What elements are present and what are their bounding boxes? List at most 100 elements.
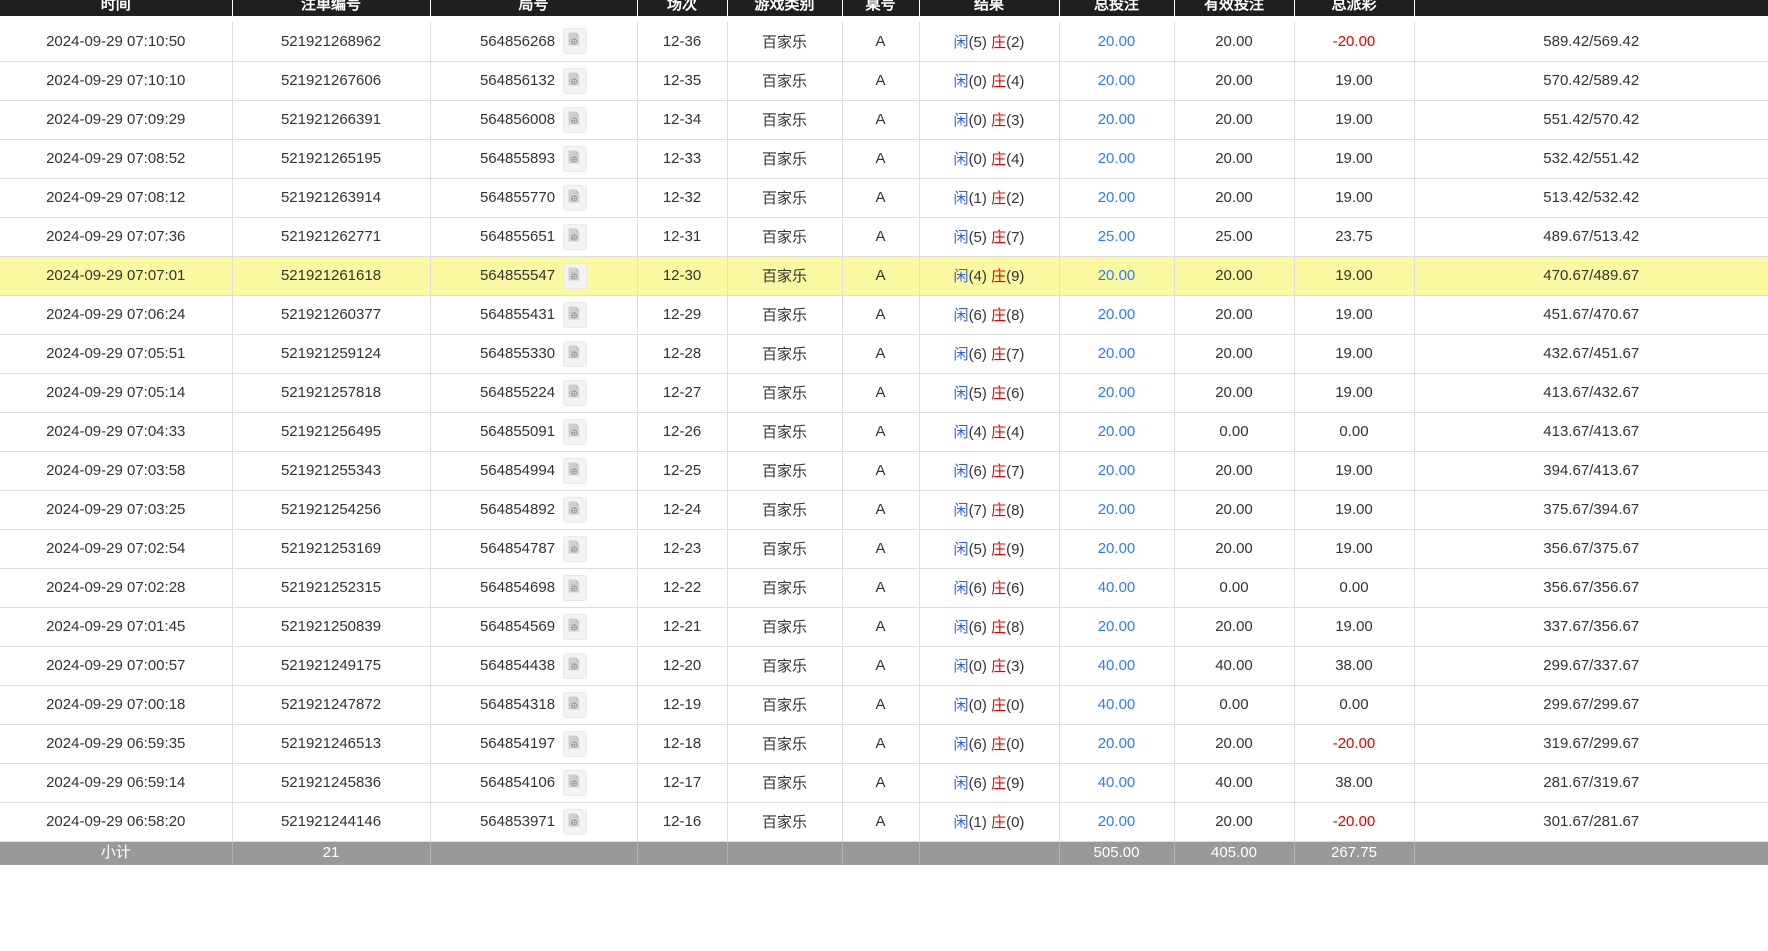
cell-total-bet: 20.00 [1059,256,1175,296]
table-row[interactable]: 2024-09-29 07:08:12 521921263914 564855770… [0,178,1768,218]
game-replay-icon[interactable] [563,574,588,601]
column-header-result[interactable]: 结果 [919,0,1060,16]
cell-valid-bet: 20.00 [1174,334,1295,374]
cell-valid-bet: 20.00 [1174,256,1295,296]
game-replay-icon[interactable] [563,652,588,679]
table-row[interactable]: 2024-09-29 07:07:01 521921261618 564855547… [0,256,1768,296]
cell-table-no: A [842,256,920,296]
cell-valid-bet: 20.00 [1174,451,1295,491]
table-row[interactable]: 2024-09-29 07:03:58 521921255343 564854994… [0,451,1768,491]
cell-order-no: 521921262771 [232,217,431,257]
table-row[interactable]: 2024-09-29 07:03:25 521921254256 564854892… [0,490,1768,530]
cell-time: 2024-09-29 07:08:12 [0,178,233,218]
column-header-time[interactable]: 时间 [0,0,233,16]
cell-session: 12-26 [637,412,728,452]
column-header-order[interactable]: 注单编号 [232,0,431,16]
table-row[interactable]: 2024-09-29 07:00:18 521921247872 564854318… [0,685,1768,725]
subtotal-count: 21 [232,841,431,865]
column-header-total-bet[interactable]: 总投注 [1059,0,1175,16]
result-banker: 庄(3) [991,112,1025,129]
column-header-total-payout[interactable]: 总派彩 [1294,0,1415,16]
cell-total-bet: 40.00 [1059,568,1175,608]
cell-valid-bet: 20.00 [1174,22,1295,62]
game-replay-icon[interactable] [563,223,588,250]
cell-time: 2024-09-29 07:07:36 [0,217,233,257]
game-replay-icon[interactable] [563,184,588,211]
table-row[interactable]: 2024-09-29 06:58:20 521921244146 564853971… [0,802,1768,842]
table-row[interactable]: 2024-09-29 07:08:52 521921265195 564855893… [0,139,1768,179]
game-replay-icon[interactable] [563,808,588,835]
table-row[interactable]: 2024-09-29 07:02:28 521921252315 564854698… [0,568,1768,608]
game-replay-icon[interactable] [563,262,588,289]
table-row[interactable]: 2024-09-29 07:07:36 521921262771 564855651… [0,217,1768,257]
table-row[interactable]: 2024-09-29 07:00:57 521921249175 564854438… [0,646,1768,686]
cell-result: 闲(0) 庄(0) [919,685,1060,725]
game-replay-icon[interactable] [563,769,588,796]
result-banker: 庄(3) [991,658,1025,675]
result-player: 闲(6) [953,736,987,753]
column-header-remark[interactable] [1414,0,1768,16]
game-replay-icon[interactable] [563,730,588,757]
game-replay-icon[interactable] [563,301,588,328]
cell-order-no: 521921263914 [232,178,431,218]
table-row[interactable]: 2024-09-29 07:01:45 521921250839 564854569… [0,607,1768,647]
round-no-text: 564855431 [479,306,556,323]
cell-game-type: 百家乐 [727,490,843,530]
cell-total-bet: 20.00 [1059,334,1175,374]
game-replay-icon[interactable] [563,496,588,523]
game-replay-icon[interactable] [563,457,588,484]
game-replay-icon[interactable] [563,535,588,562]
table-footer: 小计 21 505.00 405.00 267.75 [0,841,1768,865]
result-player: 闲(5) [953,541,987,558]
game-replay-icon[interactable] [563,67,588,94]
result-player: 闲(0) [953,73,987,90]
table-row[interactable]: 2024-09-29 07:04:33 521921256495 564855091… [0,412,1768,452]
game-replay-icon[interactable] [563,613,588,640]
total-bet-value: 20.00 [1097,267,1136,284]
column-header-round[interactable]: 局号 [430,0,638,16]
game-replay-icon[interactable] [563,28,588,55]
round-no-text: 564854197 [479,735,556,752]
game-replay-icon[interactable] [563,379,588,406]
result-player: 闲(0) [953,112,987,129]
table-row[interactable]: 2024-09-29 07:09:29 521921266391 564856008… [0,100,1768,140]
column-header-game-type[interactable]: 游戏类别 [727,0,843,16]
table-row[interactable]: 2024-09-29 07:10:50 521921268962 564856268… [0,22,1768,62]
cell-total-bet: 20.00 [1059,412,1175,452]
cell-game-type: 百家乐 [727,412,843,452]
result-banker: 庄(4) [991,151,1025,168]
round-no-text: 564855651 [479,228,556,245]
result-banker: 庄(0) [991,697,1025,714]
game-replay-icon[interactable] [563,691,588,718]
column-header-table-no[interactable]: 桌号 [842,0,920,16]
total-payout-value: 19.00 [1335,540,1373,557]
result-banker: 庄(8) [991,307,1025,324]
game-replay-icon[interactable] [563,418,588,445]
cell-table-no: A [842,763,920,803]
table-row[interactable]: 2024-09-29 07:05:14 521921257818 564855224… [0,373,1768,413]
total-bet-value: 20.00 [1097,345,1136,362]
cell-total-payout: -20.00 [1294,22,1415,62]
cell-order-no: 521921246513 [232,724,431,764]
game-replay-icon[interactable] [563,106,588,133]
cell-remark: 589.42/569.42 [1414,22,1768,62]
table-row[interactable]: 2024-09-29 07:05:51 521921259124 564855330… [0,334,1768,374]
table-row[interactable]: 2024-09-29 06:59:14 521921245836 564854106… [0,763,1768,803]
table-row[interactable]: 2024-09-29 06:59:35 521921246513 564854197… [0,724,1768,764]
cell-session: 12-35 [637,61,728,101]
table-row[interactable]: 2024-09-29 07:06:24 521921260377 564855431… [0,295,1768,335]
cell-session: 12-22 [637,568,728,608]
cell-valid-bet: 20.00 [1174,100,1295,140]
total-payout-value: 19.00 [1335,150,1373,167]
table-row[interactable]: 2024-09-29 07:10:10 521921267606 564856132… [0,61,1768,101]
cell-session: 12-31 [637,217,728,257]
total-payout-value: 0.00 [1339,423,1369,440]
table-row[interactable]: 2024-09-29 07:02:54 521921253169 564854787… [0,529,1768,569]
result-player: 闲(0) [953,151,987,168]
game-replay-icon[interactable] [563,145,588,172]
column-header-session[interactable]: 场次 [637,0,728,16]
cell-remark: 451.67/470.67 [1414,295,1768,335]
game-replay-icon[interactable] [563,340,588,367]
cell-order-no: 521921267606 [232,61,431,101]
column-header-valid-bet[interactable]: 有效投注 [1174,0,1295,16]
